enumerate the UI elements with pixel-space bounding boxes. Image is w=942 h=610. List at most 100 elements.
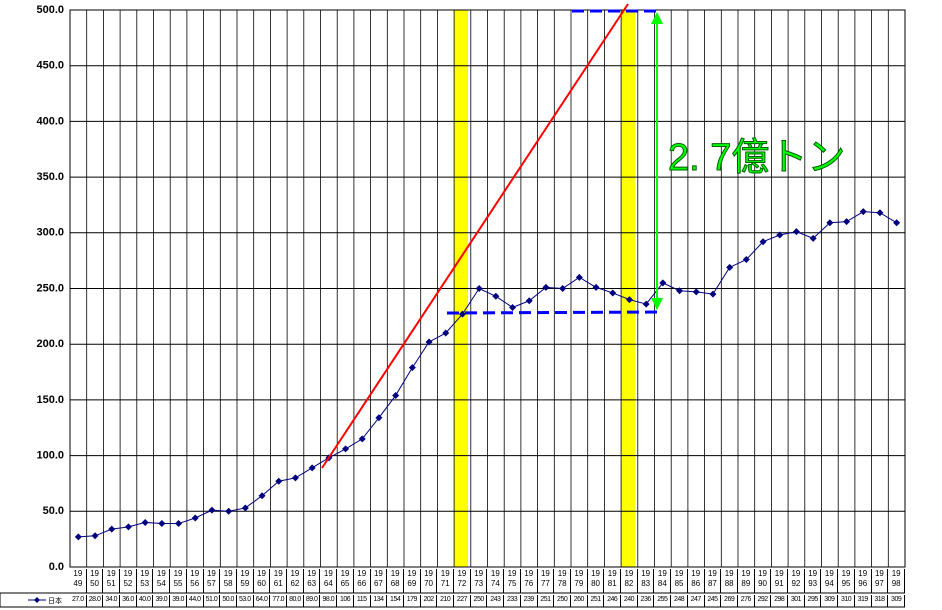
data-point — [74, 533, 82, 541]
data-point — [308, 464, 316, 472]
x-tick-label: 1988 — [721, 569, 738, 593]
data-label: 233 — [504, 595, 521, 607]
data-point — [559, 285, 567, 292]
x-tick-label: 1984 — [655, 569, 672, 593]
x-tick-label: 1973 — [471, 569, 488, 593]
data-label: 34.0 — [103, 595, 121, 607]
data-point — [208, 506, 216, 514]
x-tick-label: 1986 — [688, 569, 705, 593]
overlay: 2. 7億トン — [321, 3, 846, 469]
data-point — [408, 364, 416, 372]
y-tick-label: 100.0 — [36, 450, 64, 462]
data-label: 250 — [554, 595, 571, 607]
legend-marker — [34, 597, 40, 603]
data-point — [375, 414, 383, 422]
y-tick-label: 350.0 — [36, 171, 64, 183]
x-tick-label: 1951 — [103, 569, 121, 593]
data-point — [158, 520, 166, 528]
data-point — [425, 338, 433, 346]
y-tick-label: 150.0 — [36, 394, 64, 406]
data-label: 106 — [337, 595, 354, 607]
x-tick-label: 1949 — [70, 569, 87, 593]
data-point — [776, 231, 784, 239]
data-label: 64.0 — [254, 595, 271, 607]
data-label: 227 — [454, 595, 471, 607]
data-point — [442, 329, 450, 337]
x-tick-label: 1989 — [738, 569, 755, 593]
data-point — [726, 263, 734, 271]
data-label: 28.0 — [87, 595, 104, 607]
data-point — [575, 273, 583, 281]
data-point — [843, 218, 851, 226]
data-label: 319 — [855, 595, 872, 607]
data-label: 269 — [721, 595, 738, 607]
x-tick-label: 1950 — [87, 569, 104, 593]
data-point — [392, 391, 400, 399]
data-label: 27.0 — [70, 595, 87, 607]
data-point — [191, 514, 199, 522]
data-point — [124, 523, 132, 531]
data-point — [275, 477, 283, 485]
data-label: 309 — [888, 595, 905, 607]
y-tick-label: 200.0 — [36, 338, 64, 350]
data-label: 154 — [387, 595, 404, 607]
x-tick-label: 1956 — [187, 569, 204, 593]
data-point — [792, 228, 800, 236]
data-label: 39.0 — [170, 595, 187, 607]
data-point — [876, 209, 884, 217]
data-point — [458, 310, 466, 318]
x-tick-label: 1967 — [371, 569, 388, 593]
x-tick-label: 1961 — [270, 569, 288, 593]
data-point — [358, 435, 366, 443]
data-label: 40.0 — [137, 595, 154, 607]
x-tick-label: 1985 — [671, 569, 688, 593]
data-point — [592, 283, 600, 291]
annotation: 2. 7億トン — [668, 137, 845, 179]
data-label: 260 — [571, 595, 588, 607]
data-point — [676, 287, 684, 295]
y-tick-label: 450.0 — [36, 60, 64, 72]
data-label: 248 — [671, 595, 688, 607]
data-point — [108, 525, 116, 533]
x-tick-label: 1971 — [437, 569, 455, 593]
data-point — [893, 219, 901, 227]
data-label: 251 — [588, 595, 605, 607]
data-point — [542, 283, 550, 291]
x-tick-label: 1990 — [755, 569, 772, 593]
data-point — [175, 520, 183, 528]
arrow-head — [651, 12, 663, 24]
x-tick-label: 1987 — [705, 569, 722, 593]
data-label: 255 — [655, 595, 672, 607]
data-label: 44.0 — [187, 595, 204, 607]
data-label: 53.0 — [237, 595, 254, 607]
x-tick-label: 1954 — [154, 569, 171, 593]
data-label: 210 — [437, 595, 455, 607]
y-tick-label: 300.0 — [36, 227, 64, 239]
data-label: 115 — [354, 595, 371, 607]
data-point — [859, 208, 867, 216]
data-label: 251 — [538, 595, 555, 607]
data-point — [91, 532, 99, 540]
data-point — [475, 285, 483, 292]
legend-label: 日本 — [48, 596, 62, 605]
data-label: 51.0 — [204, 595, 221, 607]
x-tick-label: 1982 — [621, 569, 638, 593]
x-tick-label: 1981 — [604, 569, 622, 593]
data-point — [342, 445, 350, 453]
data-point — [225, 507, 233, 515]
data-label: 246 — [604, 595, 622, 607]
data-label: 236 — [638, 595, 655, 607]
data-label: 202 — [421, 595, 438, 607]
x-tick-label: 1993 — [805, 569, 822, 593]
grid — [69, 9, 906, 568]
x-tick-label: 1955 — [170, 569, 187, 593]
data-point — [759, 238, 767, 246]
data-point — [258, 492, 266, 500]
x-tick-label: 1959 — [237, 569, 254, 593]
data-label: 39.0 — [154, 595, 171, 607]
y-tick-label: 500.0 — [36, 4, 64, 16]
x-tick-label: 1974 — [488, 569, 505, 593]
data-label: 245 — [705, 595, 722, 607]
data-label: 77.0 — [270, 595, 288, 607]
data-point — [291, 474, 299, 482]
